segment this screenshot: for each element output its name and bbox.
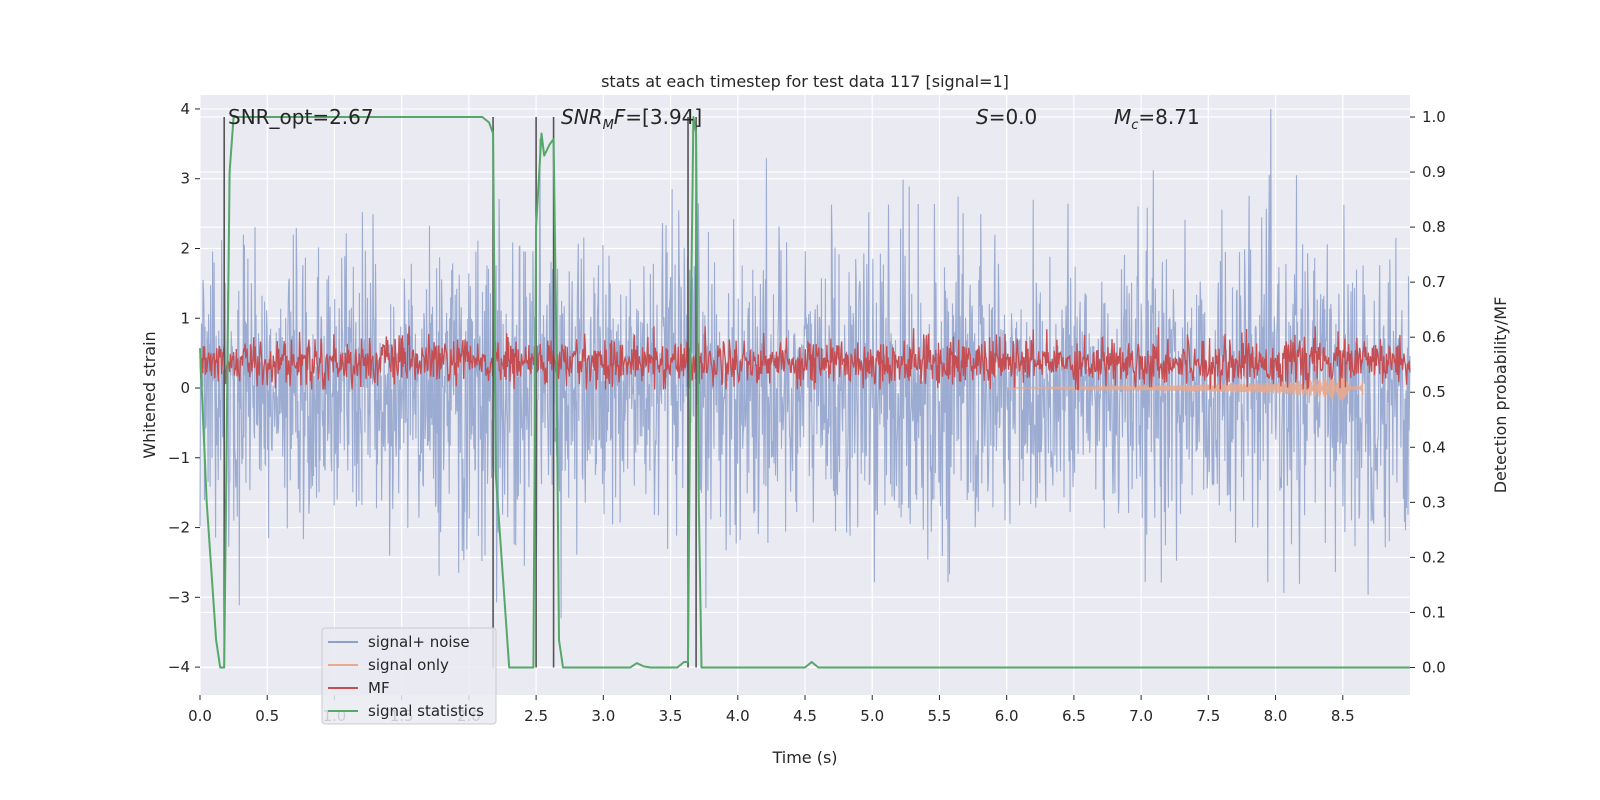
annotation-s-value: =0.0 [989, 105, 1038, 129]
x-tick-label: 4.0 [726, 707, 750, 725]
y-right-tick-label: 0.2 [1422, 548, 1446, 566]
annotation-mc-value: =8.71 [1138, 105, 1199, 129]
grid [199, 95, 1410, 695]
annotation-snr-opt: SNR_opt=2.67 [228, 105, 374, 129]
x-axis-label: Time (s) [771, 748, 837, 767]
legend-label: signal+ noise [368, 633, 470, 651]
x-tick-label: 6.0 [995, 707, 1019, 725]
x-tick-label: 4.5 [793, 707, 817, 725]
x-tick-label: 7.0 [1129, 707, 1153, 725]
y-right-tick-label: 0.3 [1422, 493, 1446, 511]
y-right-tick-label: 0.5 [1422, 383, 1446, 401]
y-left-tick-label: −4 [168, 658, 190, 676]
y-left-tick-label: 0 [180, 379, 190, 397]
x-tick-label: 8.5 [1331, 707, 1355, 725]
y-axis-right-label: Detection probability/MF [1491, 297, 1510, 494]
annotation-snr-mf-rest-f: F [614, 105, 626, 129]
x-tick-label: 6.5 [1062, 707, 1086, 725]
signal-statistics-line [199, 116, 1410, 669]
x-tick-label: 5.5 [928, 707, 952, 725]
y-right-tick-label: 0.1 [1422, 603, 1446, 621]
series-signal-noise [199, 108, 1411, 619]
x-tick-label: 0.0 [188, 707, 212, 725]
x-tick-label: 7.5 [1196, 707, 1220, 725]
signal-noise-line [199, 108, 1411, 619]
annotation-mc-sub: c [1131, 118, 1138, 133]
series-mf [199, 326, 1411, 391]
y-right-tick-label: 1.0 [1422, 108, 1446, 126]
y-left-tick-label: 2 [180, 239, 190, 257]
y-right-tick-label: 0.9 [1422, 163, 1446, 181]
y-left-tick-label: 1 [180, 309, 190, 327]
legend-box [321, 627, 497, 725]
y-left-tick-label: −1 [168, 449, 190, 467]
annotation-mc-base: M [1114, 105, 1131, 129]
y-left-tick-label: 4 [180, 100, 190, 118]
legend-label: signal only [368, 656, 449, 674]
x-tick-label: 8.0 [1264, 707, 1288, 725]
annotation-snr-mf-value: =[3.94] [625, 105, 702, 129]
chart-title: stats at each timestep for test data 117… [601, 72, 1009, 91]
x-tick-label: 2.5 [524, 707, 548, 725]
y-left-tick-label: −3 [168, 588, 190, 606]
y-left-tick-label: 3 [180, 170, 190, 188]
x-tick-label: 3.5 [659, 707, 683, 725]
legend: signal+ noise signal only MF signal statist… [321, 627, 497, 725]
y-left-tick-label: −2 [168, 519, 190, 537]
legend-label: MF [368, 679, 390, 697]
mf-line [199, 326, 1411, 391]
y-right-tick-label: 0.0 [1422, 658, 1446, 676]
annotation-snr-mf-sub: M [603, 118, 614, 133]
x-tick-label: 3.0 [591, 707, 615, 725]
annotation-s: S=0.0 [976, 105, 1037, 129]
x-tick-label: 0.5 [255, 707, 279, 725]
legend-label: signal statistics [368, 702, 484, 720]
annotation-s-symbol: S [976, 105, 989, 129]
annotation-snr-mf-base: SNR [561, 105, 603, 129]
y-right-tick-label: 0.6 [1422, 328, 1446, 346]
y-right-tick-label: 0.4 [1422, 438, 1446, 456]
y-axis-left-label: Whitened strain [140, 331, 159, 458]
y-right-tick-label: 0.7 [1422, 273, 1446, 291]
x-tick-label: 5.0 [860, 707, 884, 725]
annotation-snr-mf: SNRMF=[3.94] [561, 105, 702, 133]
y-right-tick-label: 0.8 [1422, 218, 1446, 236]
series-signal-statistics [199, 116, 1410, 669]
annotation-mc: Mc=8.71 [1114, 105, 1200, 133]
